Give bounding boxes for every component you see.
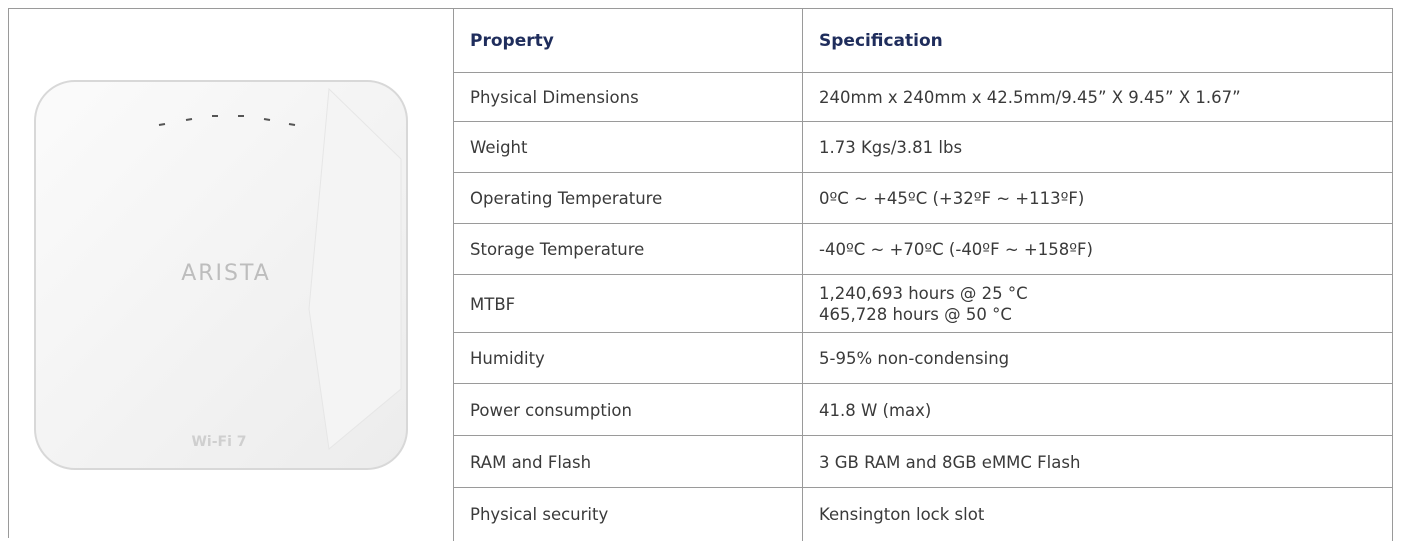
table-cell: Operating Temperature	[453, 172, 802, 224]
cell-text: 0ºC ~ +45ºC (+32ºF ~ +113ºF)	[819, 188, 1392, 209]
table-cell: 41.8 W (max)	[802, 383, 1393, 436]
cell-text: Storage Temperature	[470, 239, 802, 260]
table-cell: RAM and Flash	[453, 435, 802, 488]
table-cell: Kensington lock slot	[802, 487, 1393, 541]
header-cell: Property	[453, 8, 802, 73]
header-text: Property	[470, 31, 802, 52]
table-cell: Weight	[453, 121, 802, 173]
table-cell: Physical Dimensions	[453, 72, 802, 122]
table-cell: 3 GB RAM and 8GB eMMC Flash	[802, 435, 1393, 488]
table-cell: 5-95% non-condensing	[802, 332, 1393, 384]
cell-text: Physical Dimensions	[470, 87, 802, 108]
cell-text: RAM and Flash	[470, 452, 802, 473]
header-cell: Specification	[802, 8, 1393, 73]
page: ARISTA Wi-Fi 7 Property Specification Phys…	[0, 0, 1401, 531]
cell-text: MTBF	[470, 294, 802, 315]
device-brand: ARISTA	[181, 261, 271, 286]
table-cell: MTBF	[453, 274, 802, 333]
table-cell: 0ºC ~ +45ºC (+32ºF ~ +113ºF)	[802, 172, 1393, 224]
cell-text: Kensington lock slot	[819, 504, 1392, 525]
cell-text: Weight	[470, 137, 802, 158]
table-cell: 1.73 Kgs/3.81 lbs	[802, 121, 1393, 173]
header-text: Specification	[819, 31, 1392, 52]
cell-text: 240mm x 240mm x 42.5mm/9.45” X 9.45” X 1…	[819, 87, 1392, 108]
table-cell: Power consumption	[453, 383, 802, 436]
cell-text: 1.73 Kgs/3.81 lbs	[819, 137, 1392, 158]
table-cell: -40ºC ~ +70ºC (-40ºF ~ +158ºF)	[802, 223, 1393, 275]
cell-text: Humidity	[470, 348, 802, 369]
table-cell: Physical security	[453, 487, 802, 541]
cell-text: 3 GB RAM and 8GB eMMC Flash	[819, 452, 1392, 473]
device-label: Wi-Fi 7	[191, 434, 246, 450]
product-image-cell: ARISTA Wi-Fi 7	[8, 8, 453, 538]
cell-text: 465,728 hours @ 50 °C	[819, 304, 1392, 325]
table-cell: 240mm x 240mm x 42.5mm/9.45” X 9.45” X 1…	[802, 72, 1393, 122]
product-image: ARISTA Wi-Fi 7	[9, 9, 453, 531]
table-cell: Storage Temperature	[453, 223, 802, 275]
cell-text: 1,240,693 hours @ 25 °C	[819, 283, 1392, 304]
cell-text: Physical security	[470, 504, 802, 525]
cell-text: Power consumption	[470, 400, 802, 421]
cell-text: -40ºC ~ +70ºC (-40ºF ~ +158ºF)	[819, 239, 1392, 260]
cell-text: Operating Temperature	[470, 188, 802, 209]
cell-text: 41.8 W (max)	[819, 400, 1392, 421]
cell-text: 5-95% non-condensing	[819, 348, 1392, 369]
table-cell: Humidity	[453, 332, 802, 384]
